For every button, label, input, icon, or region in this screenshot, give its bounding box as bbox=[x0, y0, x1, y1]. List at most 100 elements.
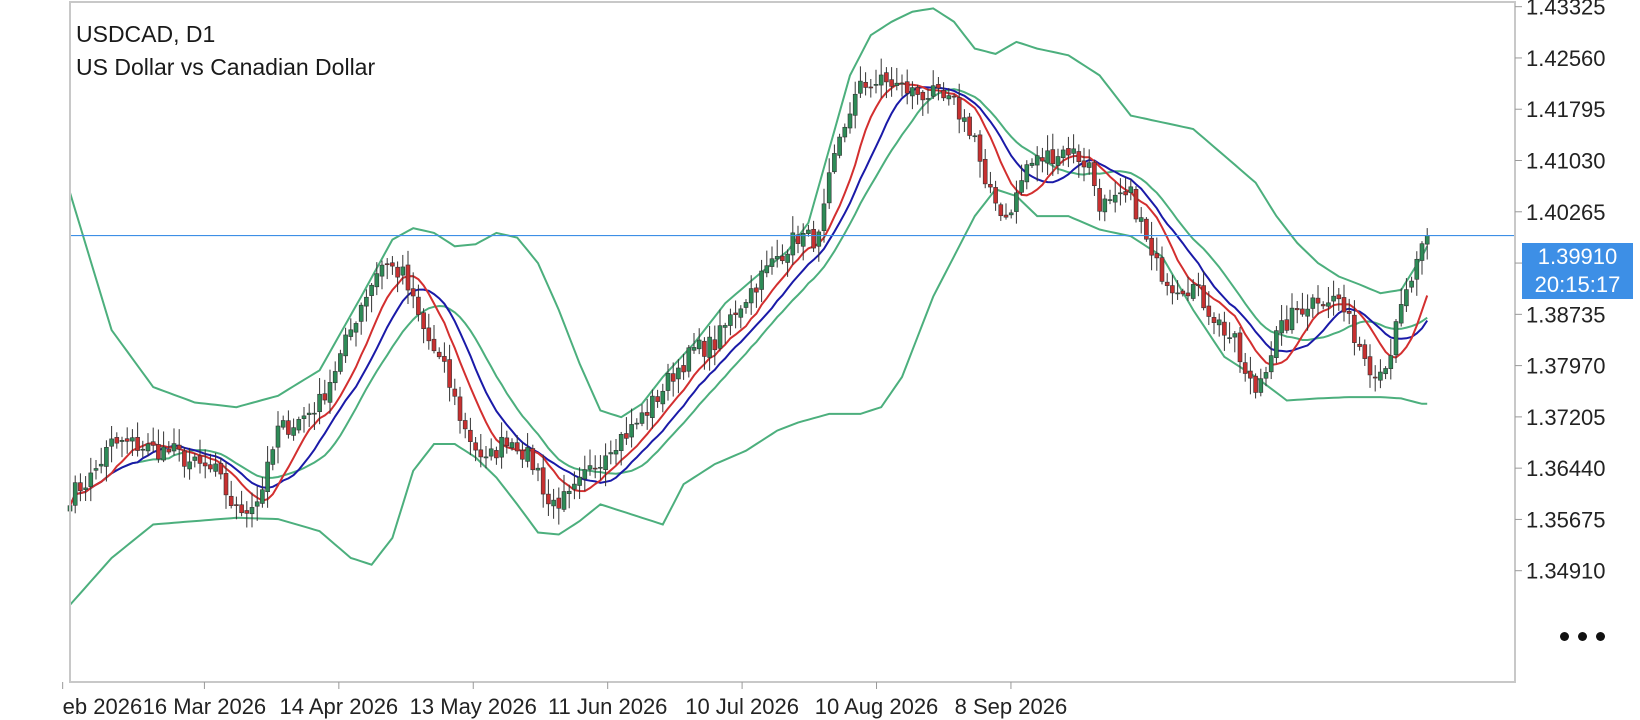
candle[interactable] bbox=[1034, 146, 1040, 182]
candle[interactable] bbox=[457, 386, 463, 434]
candle[interactable] bbox=[171, 428, 177, 456]
candle[interactable] bbox=[1180, 288, 1186, 297]
candle[interactable] bbox=[421, 308, 426, 344]
candle[interactable] bbox=[473, 436, 478, 462]
candle[interactable] bbox=[338, 349, 343, 375]
candle[interactable] bbox=[676, 359, 681, 394]
candle[interactable] bbox=[1107, 189, 1113, 205]
candle[interactable] bbox=[130, 429, 135, 456]
candle[interactable] bbox=[1253, 373, 1258, 399]
candle[interactable] bbox=[608, 440, 614, 465]
candle[interactable] bbox=[780, 244, 785, 265]
candle[interactable] bbox=[265, 446, 270, 508]
candle[interactable] bbox=[873, 69, 879, 94]
candle[interactable] bbox=[1398, 288, 1404, 327]
candle[interactable] bbox=[556, 487, 562, 525]
candle[interactable] bbox=[192, 453, 198, 468]
candle[interactable] bbox=[379, 260, 385, 290]
candle[interactable] bbox=[1227, 322, 1232, 344]
candle[interactable] bbox=[1279, 305, 1284, 346]
candle[interactable] bbox=[993, 180, 998, 211]
candle[interactable] bbox=[1409, 276, 1414, 293]
candle[interactable] bbox=[930, 70, 936, 100]
candle[interactable] bbox=[972, 133, 978, 143]
candle[interactable] bbox=[223, 462, 229, 509]
candles[interactable] bbox=[67, 58, 1430, 528]
candle[interactable] bbox=[1071, 134, 1076, 164]
candle[interactable] bbox=[1414, 251, 1420, 296]
candle[interactable] bbox=[821, 188, 827, 243]
candle[interactable] bbox=[1206, 291, 1212, 326]
candle[interactable] bbox=[826, 158, 832, 209]
candle[interactable] bbox=[327, 369, 333, 414]
candle[interactable] bbox=[707, 325, 712, 371]
candle[interactable] bbox=[1367, 344, 1373, 388]
candle[interactable] bbox=[733, 300, 738, 329]
candle[interactable] bbox=[1164, 273, 1170, 296]
candle[interactable] bbox=[1149, 221, 1154, 271]
candle[interactable] bbox=[286, 410, 291, 439]
candle[interactable] bbox=[540, 454, 546, 508]
candle[interactable] bbox=[249, 492, 255, 528]
candle[interactable] bbox=[1086, 149, 1092, 175]
candle[interactable] bbox=[1388, 338, 1394, 380]
candle[interactable] bbox=[936, 76, 941, 101]
candle[interactable] bbox=[852, 81, 858, 129]
candle[interactable] bbox=[234, 496, 239, 520]
candle[interactable] bbox=[462, 412, 468, 439]
candle[interactable] bbox=[260, 477, 265, 508]
candle[interactable] bbox=[644, 398, 650, 430]
candle[interactable] bbox=[410, 272, 416, 309]
candle[interactable] bbox=[83, 476, 88, 501]
candle[interactable] bbox=[1024, 160, 1030, 190]
candle[interactable] bbox=[1196, 272, 1201, 297]
candle[interactable] bbox=[135, 422, 140, 457]
candle[interactable] bbox=[904, 69, 910, 105]
candle[interactable] bbox=[790, 216, 796, 266]
candle[interactable] bbox=[488, 438, 494, 461]
candle[interactable] bbox=[566, 484, 572, 509]
candle[interactable] bbox=[582, 455, 588, 491]
candle[interactable] bbox=[639, 404, 645, 427]
candle[interactable] bbox=[520, 442, 525, 468]
price-axis[interactable]: 1.433251.425601.417951.410301.402651.395… bbox=[1515, 0, 1606, 584]
candle[interactable] bbox=[1185, 276, 1191, 301]
candle[interactable] bbox=[624, 417, 629, 445]
candle[interactable] bbox=[951, 93, 957, 105]
candle[interactable] bbox=[436, 347, 442, 360]
candle[interactable] bbox=[1092, 160, 1097, 196]
candle[interactable] bbox=[1305, 294, 1310, 331]
candle[interactable] bbox=[878, 58, 884, 99]
candle[interactable] bbox=[176, 429, 182, 462]
candle[interactable] bbox=[1112, 181, 1118, 213]
candle[interactable] bbox=[452, 378, 458, 406]
candle[interactable] bbox=[109, 426, 114, 463]
candle[interactable] bbox=[228, 480, 234, 509]
candle[interactable] bbox=[166, 441, 172, 455]
candle[interactable] bbox=[332, 361, 338, 391]
candle[interactable] bbox=[650, 389, 655, 429]
candle[interactable] bbox=[1263, 366, 1269, 387]
candle[interactable] bbox=[1138, 207, 1144, 234]
candle[interactable] bbox=[1393, 319, 1399, 364]
candle[interactable] bbox=[208, 453, 213, 473]
candle[interactable] bbox=[306, 403, 312, 427]
candle[interactable] bbox=[982, 149, 988, 189]
candle[interactable] bbox=[894, 67, 900, 91]
candle[interactable] bbox=[244, 501, 250, 528]
more-horizontal-icon[interactable] bbox=[1560, 632, 1605, 641]
candle[interactable] bbox=[603, 443, 608, 487]
candle[interactable] bbox=[811, 220, 816, 252]
candle[interactable] bbox=[1066, 136, 1071, 168]
candle[interactable] bbox=[1060, 145, 1066, 166]
candle[interactable] bbox=[535, 463, 541, 482]
candle[interactable] bbox=[1040, 147, 1045, 173]
candle[interactable] bbox=[374, 262, 380, 296]
candle[interactable] bbox=[124, 427, 130, 454]
candle[interactable] bbox=[1102, 194, 1108, 222]
candle[interactable] bbox=[270, 446, 276, 471]
candle[interactable] bbox=[915, 84, 920, 105]
candle[interactable] bbox=[478, 433, 484, 468]
candle[interactable] bbox=[104, 440, 109, 482]
candle[interactable] bbox=[400, 254, 406, 285]
